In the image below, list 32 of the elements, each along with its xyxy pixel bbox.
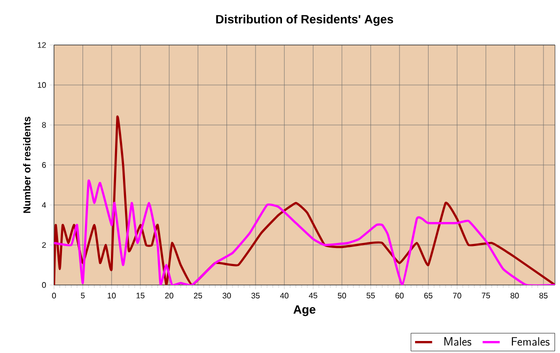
- x-tick-label: 75: [482, 292, 490, 298]
- x-tick-label: 20: [165, 292, 174, 298]
- y-tick-label: 4: [42, 202, 46, 208]
- x-tick-label: 80: [510, 292, 519, 298]
- chart-title: Distribution of Residents' Ages: [216, 14, 394, 26]
- y-tick-label: 6: [42, 162, 46, 168]
- x-tick-label: 40: [280, 292, 288, 298]
- x-tick-label: 35: [251, 292, 260, 298]
- y-tick-label: 2: [42, 242, 46, 248]
- x-tick-label: 70: [453, 292, 462, 298]
- x-tick-label: 5: [80, 292, 85, 298]
- x-axis-title: Age: [293, 305, 316, 316]
- x-tick-label: 30: [222, 292, 231, 298]
- y-tick-label: 8: [42, 122, 46, 128]
- legend-label: Females: [512, 337, 550, 346]
- x-tick-label: 10: [108, 292, 116, 298]
- x-tick-label: 60: [395, 292, 404, 298]
- x-tick-label: 50: [338, 292, 346, 298]
- x-tick-label: 0: [52, 292, 56, 298]
- x-tick-label: 25: [194, 292, 202, 298]
- x-tick-label: 85: [539, 292, 548, 298]
- line-series: [54, 180, 555, 285]
- line-series: [54, 116, 555, 285]
- y-tick-label: 0: [42, 282, 46, 288]
- x-tick-label: 45: [308, 292, 318, 298]
- y-tick-label: 12: [38, 42, 46, 48]
- legend-label: Males: [444, 337, 472, 346]
- x-tick-label: 55: [366, 292, 375, 298]
- x-tick-label: 15: [136, 292, 144, 298]
- x-tick-label: 65: [424, 292, 432, 298]
- y-tick-label: 10: [38, 82, 46, 88]
- y-axis-title: Number of residents: [23, 116, 30, 213]
